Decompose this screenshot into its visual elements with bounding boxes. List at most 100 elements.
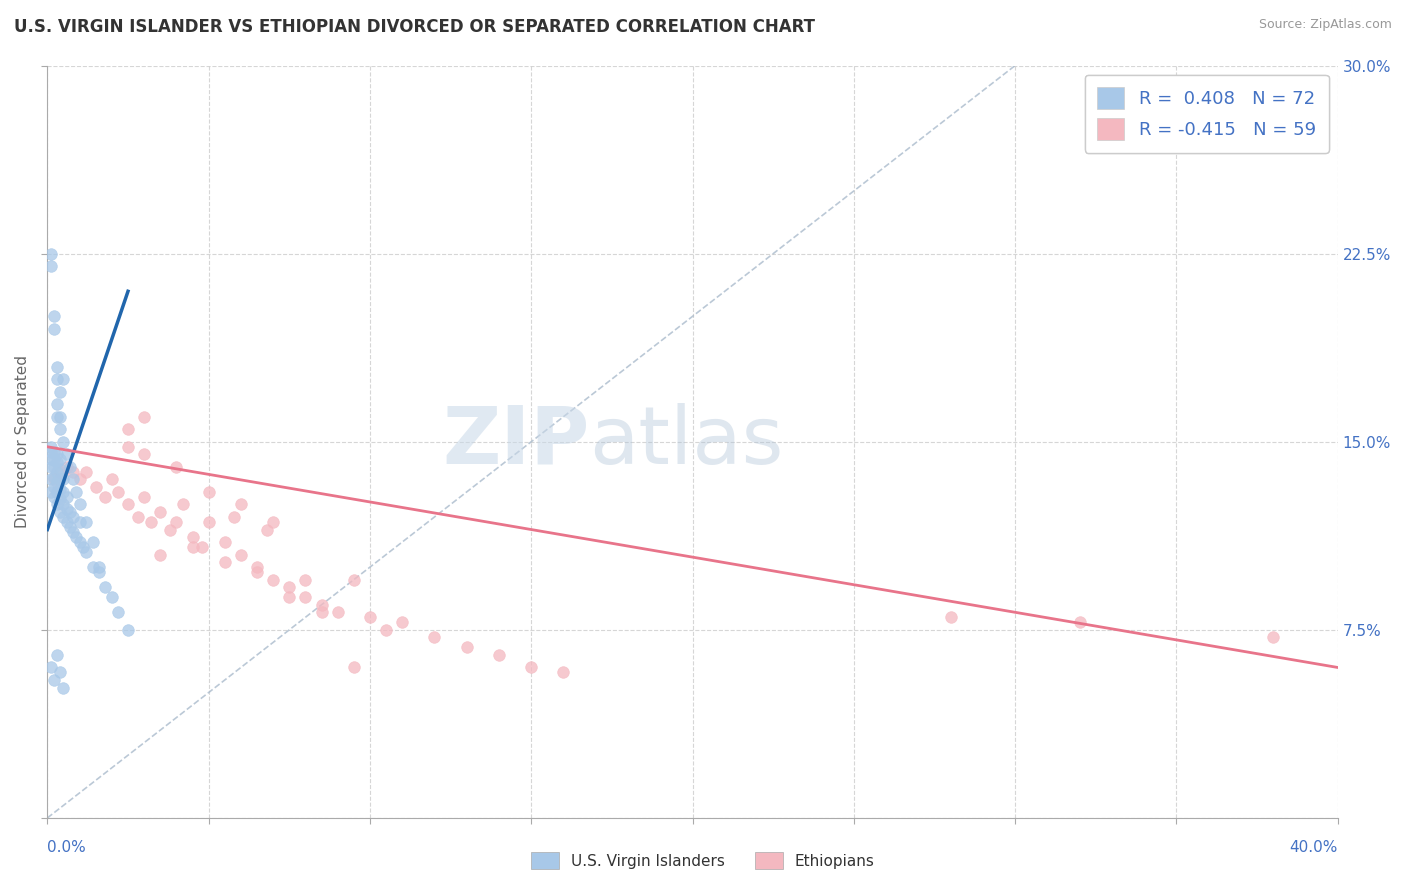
Point [94, 580, 117, 594]
Point [375, 623, 398, 637]
Point [1261, 631, 1284, 645]
Legend: R =  0.408   N = 72, R = -0.415   N = 59: R = 0.408 N = 72, R = -0.415 N = 59 [1084, 75, 1329, 153]
Point [72, 540, 94, 554]
Point [149, 548, 172, 562]
Point [75, 515, 97, 529]
Point [423, 631, 446, 645]
Point [84, 480, 107, 494]
Point [46, 455, 69, 469]
Point [46, 372, 69, 386]
Point [52, 510, 75, 524]
Point [52, 472, 75, 486]
Text: atlas: atlas [589, 403, 783, 481]
Point [49, 465, 72, 479]
Point [46, 465, 69, 479]
Point [75, 545, 97, 559]
Text: U.S. VIRGIN ISLANDER VS ETHIOPIAN DIVORCED OR SEPARATED CORRELATION CHART: U.S. VIRGIN ISLANDER VS ETHIOPIAN DIVORC… [14, 18, 815, 36]
Point [229, 498, 252, 512]
Point [65, 530, 87, 544]
Text: Source: ZipAtlas.com: Source: ZipAtlas.com [1258, 18, 1392, 31]
Point [359, 610, 381, 624]
Point [69, 535, 91, 549]
Point [488, 648, 510, 662]
Point [294, 591, 316, 605]
Point [49, 422, 72, 436]
Point [262, 515, 284, 529]
Point [46, 484, 69, 499]
Point [553, 665, 575, 680]
Point [294, 573, 316, 587]
Point [256, 523, 278, 537]
Point [49, 462, 72, 476]
Point [101, 591, 124, 605]
Text: 0.0%: 0.0% [48, 840, 86, 855]
Point [165, 459, 187, 474]
Point [49, 492, 72, 507]
Point [181, 530, 204, 544]
Point [42, 459, 65, 474]
Point [55, 459, 77, 474]
Point [39, 472, 62, 486]
Point [59, 505, 82, 519]
Point [117, 440, 139, 454]
Point [49, 409, 72, 424]
Point [62, 524, 84, 539]
Point [39, 444, 62, 458]
Point [39, 484, 62, 499]
Point [42, 490, 65, 504]
Point [52, 498, 75, 512]
Point [49, 384, 72, 399]
Point [69, 472, 91, 486]
Point [49, 505, 72, 519]
Point [55, 502, 77, 516]
Point [159, 523, 181, 537]
Point [52, 681, 75, 695]
Point [69, 515, 91, 529]
Point [87, 565, 110, 579]
Point [39, 246, 62, 260]
Point [117, 422, 139, 436]
Point [49, 452, 72, 467]
Point [65, 484, 87, 499]
Point [246, 560, 269, 574]
Point [49, 483, 72, 497]
Point [311, 598, 333, 612]
Point [181, 540, 204, 554]
Point [69, 498, 91, 512]
Point [456, 640, 478, 655]
Point [107, 605, 129, 619]
Point [101, 472, 124, 486]
Point [52, 372, 75, 386]
Point [46, 648, 69, 662]
Point [49, 665, 72, 680]
Point [87, 560, 110, 574]
Point [134, 490, 156, 504]
Point [39, 452, 62, 467]
Point [139, 515, 162, 529]
Point [311, 605, 333, 619]
Point [59, 520, 82, 534]
Point [197, 484, 219, 499]
Point [391, 615, 413, 630]
Point [42, 444, 65, 458]
Point [343, 660, 366, 674]
Point [46, 498, 69, 512]
Text: ZIP: ZIP [441, 403, 589, 481]
Point [278, 580, 301, 594]
Legend: U.S. Virgin Islanders, Ethiopians: U.S. Virgin Islanders, Ethiopians [524, 846, 882, 875]
Point [214, 535, 236, 549]
Point [42, 322, 65, 336]
Point [107, 484, 129, 499]
Point [39, 440, 62, 454]
Point [117, 623, 139, 637]
Point [39, 459, 62, 474]
Point [165, 515, 187, 529]
Point [1069, 615, 1091, 630]
Point [75, 465, 97, 479]
Point [939, 610, 962, 624]
Point [59, 459, 82, 474]
Point [197, 515, 219, 529]
Point [46, 475, 69, 489]
Point [149, 505, 172, 519]
Point [82, 535, 104, 549]
